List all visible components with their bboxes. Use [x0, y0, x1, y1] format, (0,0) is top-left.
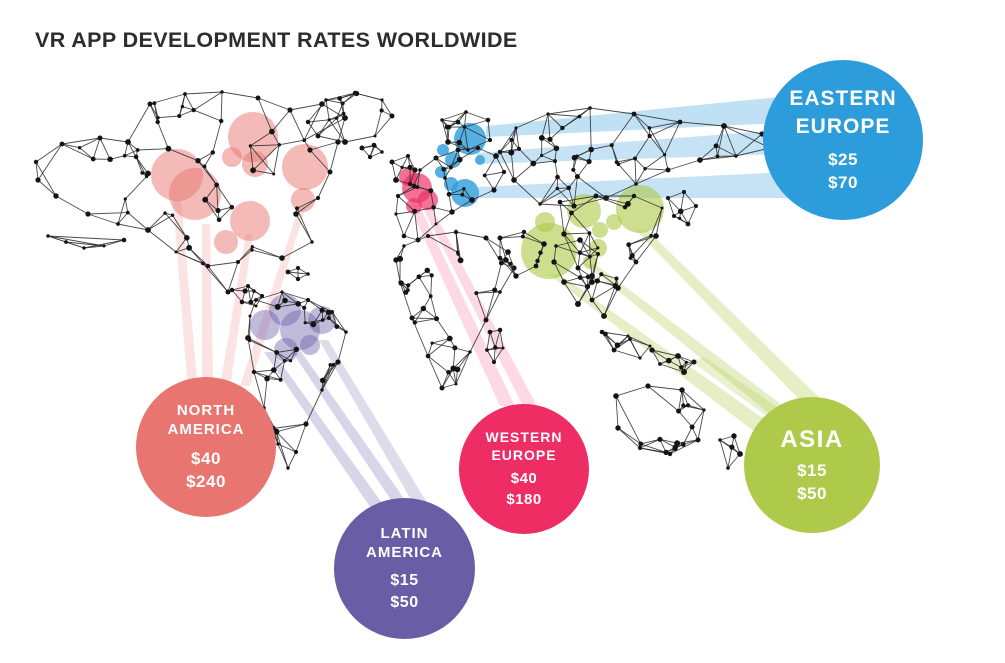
region-rates: $40 $180: [506, 469, 541, 510]
region-rate-high: $50: [390, 593, 419, 611]
region-rate-low: $40: [191, 448, 221, 468]
region-rate-high: $240: [186, 471, 226, 491]
region-bubble-asia: ASIA $15 $50: [744, 397, 880, 533]
region-name: ASIA: [780, 425, 844, 453]
region-rate-low: $15: [390, 571, 419, 589]
region-bubble-western-europe: WESTERN EUROPE $40 $180: [459, 404, 589, 534]
region-name: LATIN AMERICA: [366, 524, 443, 562]
region-rate-high: $50: [797, 484, 827, 504]
constellation-mesh: [33, 90, 773, 470]
region-name: WESTERN EUROPE: [485, 429, 563, 464]
region-rate-high: $70: [828, 172, 858, 192]
region-bubble-north-america: NORTH AMERICA $40 $240: [136, 377, 276, 517]
region-rate-low: $25: [828, 149, 858, 169]
region-rates: $15 $50: [390, 570, 418, 613]
region-rates: $15 $50: [797, 460, 827, 506]
region-name: EASTERN EUROPE: [789, 87, 897, 138]
region-rate-low: $15: [797, 461, 827, 481]
region-rates: $25 $70: [828, 149, 858, 195]
region-rate-low: $40: [510, 470, 538, 488]
region-bubble-eastern-europe: EASTERN EUROPE $25 $70: [763, 60, 923, 220]
region-bubble-latin-america: LATIN AMERICA $15 $50: [334, 498, 475, 639]
region-rate-high: $180: [506, 490, 542, 508]
region-rates: $40 $240: [186, 448, 226, 494]
region-name: NORTH AMERICA: [167, 401, 245, 439]
page-title: VR APP DEVELOPMENT RATES WORLDWIDE: [35, 28, 518, 52]
